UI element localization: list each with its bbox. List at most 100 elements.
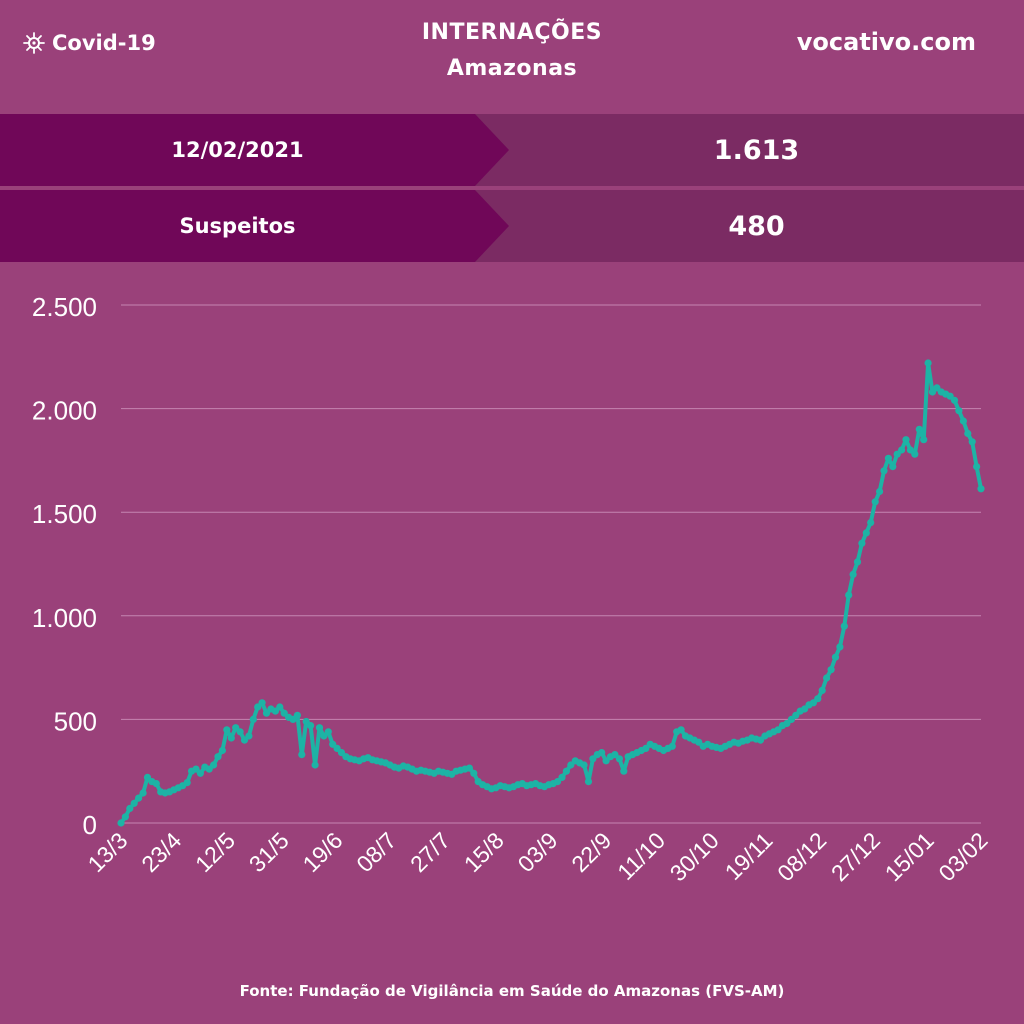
data-point xyxy=(884,454,893,462)
x-tick-label: 15/01 xyxy=(880,827,939,886)
data-point xyxy=(959,417,968,425)
data-point xyxy=(620,767,628,775)
data-point xyxy=(871,498,879,506)
x-tick-label: 19/6 xyxy=(297,827,347,877)
y-tick-label: 500 xyxy=(54,706,97,736)
x-tick-label: 27/7 xyxy=(405,827,455,877)
data-point xyxy=(880,467,888,475)
data-point xyxy=(227,734,235,742)
data-point xyxy=(814,695,822,703)
data-point xyxy=(196,769,204,777)
suspects-label: Suspeitos xyxy=(0,190,475,262)
data-point xyxy=(920,436,928,444)
data-point xyxy=(973,463,981,471)
x-tick-label: 11/10 xyxy=(612,827,670,885)
page-subtitle: Amazonas xyxy=(446,56,578,81)
data-point xyxy=(130,799,138,807)
data-point xyxy=(245,732,253,740)
data-point xyxy=(924,359,932,367)
data-point xyxy=(818,686,826,694)
data-point xyxy=(218,746,226,755)
data-point xyxy=(862,529,870,537)
x-tick-label: 30/10 xyxy=(665,827,724,886)
suspects-value: 480 xyxy=(728,210,785,242)
y-tick-label: 1.500 xyxy=(32,499,97,529)
data-point xyxy=(562,767,571,775)
data-point xyxy=(823,674,831,682)
data-point xyxy=(668,742,676,750)
data-point xyxy=(950,396,959,404)
y-tick-label: 2.500 xyxy=(32,292,97,322)
data-point xyxy=(117,819,125,827)
data-point xyxy=(470,769,478,777)
x-tick-label: 08/12 xyxy=(772,827,831,886)
x-tick-label: 19/11 xyxy=(720,827,778,885)
data-point xyxy=(324,728,332,736)
data-point xyxy=(580,761,588,769)
data-point xyxy=(558,773,566,781)
data-point xyxy=(121,813,129,821)
data-point xyxy=(911,450,919,458)
date-row: 12/02/2021 1.613 xyxy=(0,114,1024,186)
data-point xyxy=(258,699,266,707)
data-point xyxy=(677,726,685,734)
row-arrow xyxy=(475,190,509,262)
data-point xyxy=(955,407,963,415)
data-point xyxy=(465,764,473,772)
x-tick-label: 31/5 xyxy=(244,827,294,877)
data-point xyxy=(298,751,306,759)
x-tick-label: 03/9 xyxy=(512,827,562,877)
date-label: 12/02/2021 xyxy=(0,114,475,186)
data-point xyxy=(214,753,222,761)
data-point xyxy=(849,570,857,578)
data-point xyxy=(853,558,862,566)
data-point xyxy=(611,751,619,759)
data-point xyxy=(831,653,840,661)
data-point xyxy=(836,643,844,651)
data-point xyxy=(827,666,835,674)
page-title: INTERNAÇÕES xyxy=(421,20,603,45)
data-point xyxy=(977,485,985,493)
data-point xyxy=(307,722,315,730)
data-point xyxy=(876,487,884,496)
data-point xyxy=(598,749,606,757)
data-point xyxy=(236,728,244,736)
x-tick-label: 22/9 xyxy=(566,827,616,877)
x-tick-label: 27/12 xyxy=(826,827,885,886)
suspects-row: Suspeitos 480 xyxy=(0,190,1024,262)
data-point xyxy=(567,761,575,769)
virus-icon xyxy=(23,32,45,54)
source-note: Fonte: Fundação de Vigilância em Saúde d… xyxy=(239,982,785,1000)
data-point xyxy=(139,789,147,797)
data-point xyxy=(276,703,284,711)
data-point xyxy=(964,429,972,438)
y-tick-label: 1.000 xyxy=(32,603,97,633)
data-point xyxy=(293,711,301,719)
data-point xyxy=(915,425,923,433)
data-point xyxy=(898,446,906,454)
data-point xyxy=(889,463,897,471)
y-tick-label: 0 xyxy=(83,810,97,840)
data-point xyxy=(840,622,848,630)
data-point xyxy=(584,778,593,786)
x-tick-label: 23/4 xyxy=(136,827,186,877)
y-tick-label: 2.000 xyxy=(32,396,97,426)
data-point xyxy=(867,519,875,527)
data-point xyxy=(126,804,134,813)
data-point xyxy=(315,724,324,732)
data-point xyxy=(152,780,160,788)
data-point xyxy=(183,779,191,787)
data-point xyxy=(968,438,976,446)
data-point xyxy=(615,755,624,763)
data-point xyxy=(311,761,319,769)
data-point xyxy=(210,761,218,769)
x-tick-label: 03/02 xyxy=(933,827,992,886)
row-arrow xyxy=(475,114,509,186)
data-point xyxy=(223,726,231,734)
data-point xyxy=(845,591,853,599)
site-name: vocativo.com xyxy=(796,28,976,56)
data-point xyxy=(902,436,910,444)
hospitalized-value: 1.613 xyxy=(713,134,800,166)
x-tick-label: 12/5 xyxy=(190,827,240,877)
